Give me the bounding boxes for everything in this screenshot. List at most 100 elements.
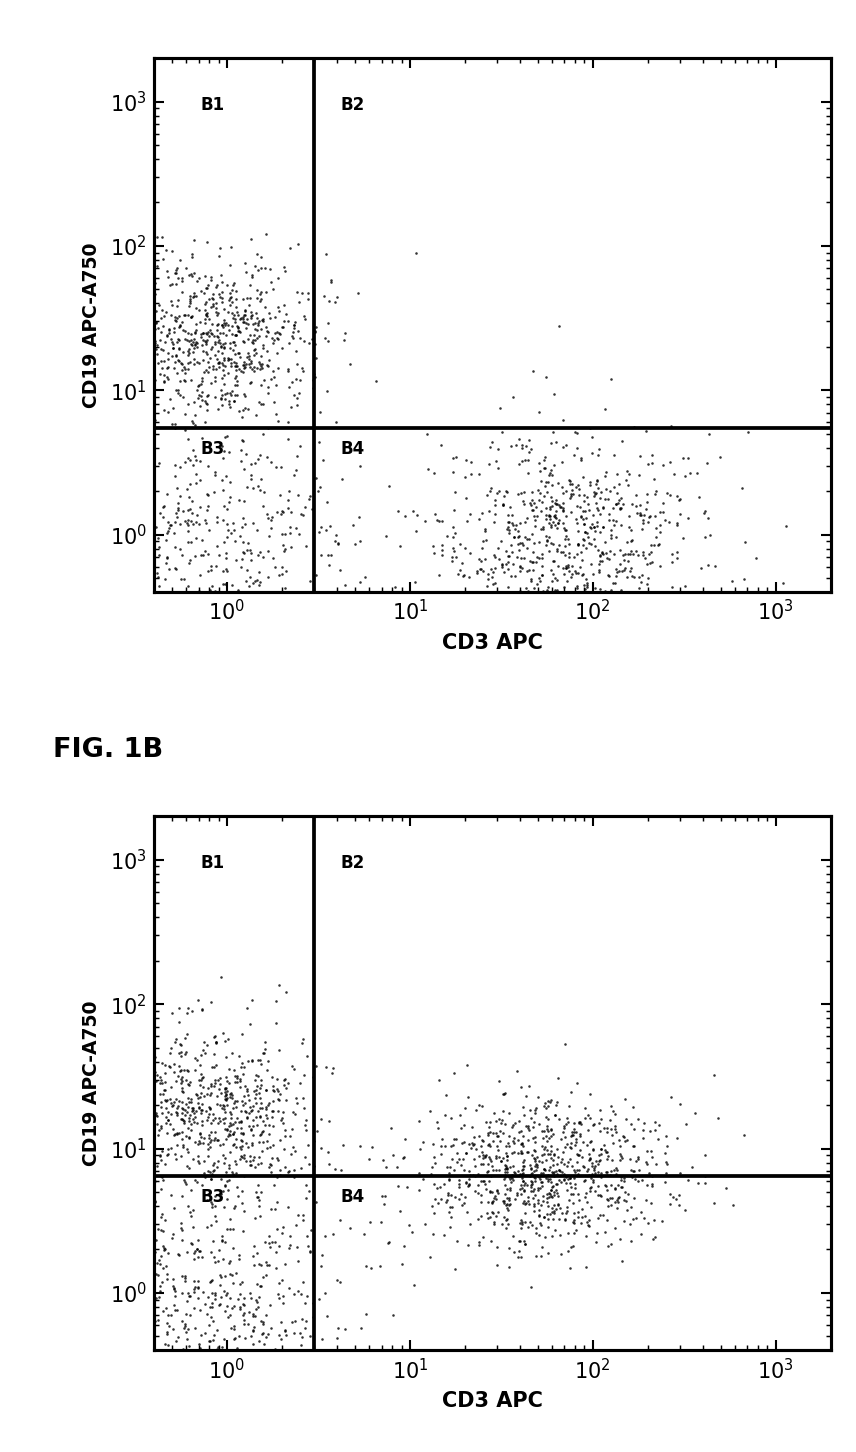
Point xyxy=(571,533,585,556)
Point xyxy=(253,392,267,415)
Point xyxy=(232,1324,246,1347)
Point xyxy=(288,314,301,337)
Point xyxy=(642,542,656,565)
Point xyxy=(286,327,300,350)
Point xyxy=(204,1128,217,1151)
Point xyxy=(591,437,605,460)
Point xyxy=(235,1089,249,1112)
Point xyxy=(306,1305,319,1329)
Point xyxy=(447,498,461,521)
Point xyxy=(299,1114,312,1137)
Point xyxy=(227,1133,241,1156)
Point xyxy=(179,1069,193,1092)
Point xyxy=(185,245,199,269)
Point xyxy=(550,1192,564,1215)
Point xyxy=(199,330,212,353)
Point xyxy=(603,1109,616,1133)
Point xyxy=(551,511,565,534)
Point xyxy=(154,1117,168,1140)
Point xyxy=(191,1092,205,1115)
Point xyxy=(581,1157,595,1180)
Point xyxy=(149,1104,163,1127)
Point xyxy=(598,1138,612,1162)
Point xyxy=(547,1143,561,1166)
Point xyxy=(164,1090,178,1114)
Point xyxy=(574,504,587,527)
Point xyxy=(164,1037,178,1060)
Point xyxy=(196,328,210,351)
Point xyxy=(559,1172,573,1195)
Point xyxy=(294,1031,308,1054)
Point xyxy=(258,1037,271,1060)
Point xyxy=(246,476,259,499)
Point xyxy=(440,524,454,547)
Point xyxy=(555,1160,568,1183)
Point xyxy=(487,511,501,534)
Point xyxy=(196,322,210,346)
Point xyxy=(238,396,252,420)
Point xyxy=(441,1183,455,1207)
Point xyxy=(272,1272,286,1295)
Point xyxy=(513,531,526,555)
Point xyxy=(253,1275,266,1298)
Point xyxy=(266,1134,280,1157)
Point xyxy=(499,479,513,502)
Point xyxy=(247,338,261,362)
Point xyxy=(187,444,201,468)
Point xyxy=(643,552,657,575)
Point xyxy=(193,1239,206,1262)
X-axis label: CD3 APC: CD3 APC xyxy=(442,633,543,653)
Point xyxy=(221,1188,235,1211)
Point xyxy=(558,1208,572,1231)
Point xyxy=(571,562,585,585)
Point xyxy=(547,1160,561,1183)
Point xyxy=(253,540,267,563)
Point xyxy=(588,576,602,600)
Point xyxy=(176,1080,190,1104)
Point xyxy=(628,1207,642,1230)
Point xyxy=(241,476,254,499)
Point xyxy=(253,1076,267,1099)
Point xyxy=(174,1106,187,1130)
Point xyxy=(675,447,689,470)
Point xyxy=(633,571,647,594)
Point xyxy=(251,318,265,341)
Point xyxy=(214,1186,228,1210)
Point xyxy=(265,1074,279,1098)
Point xyxy=(409,242,423,266)
Point xyxy=(324,543,338,566)
Point xyxy=(223,1072,236,1095)
Point xyxy=(170,1101,184,1124)
Point xyxy=(639,498,652,521)
Point xyxy=(154,1218,168,1241)
Point xyxy=(468,1165,482,1188)
Point xyxy=(203,1130,217,1153)
Point xyxy=(259,1250,273,1273)
Point xyxy=(177,1316,191,1339)
Point xyxy=(229,311,242,334)
Point xyxy=(158,1079,172,1102)
Point xyxy=(515,1133,529,1156)
Point xyxy=(330,1327,343,1350)
Point xyxy=(609,1189,623,1212)
Point xyxy=(194,1324,208,1347)
Point xyxy=(173,1121,187,1144)
Point xyxy=(191,1286,205,1310)
Point xyxy=(176,1098,190,1121)
Point xyxy=(225,1086,239,1109)
Point xyxy=(244,1099,258,1122)
Point xyxy=(460,1172,473,1195)
Point xyxy=(229,373,242,396)
Point xyxy=(229,1262,242,1285)
Point xyxy=(259,1326,272,1349)
Point xyxy=(496,494,509,517)
Point xyxy=(163,1088,176,1111)
Point xyxy=(283,1124,297,1147)
Point xyxy=(286,1135,300,1159)
Point xyxy=(277,309,291,333)
Point xyxy=(178,1266,192,1289)
Point xyxy=(220,380,234,404)
Point xyxy=(239,569,253,592)
Point xyxy=(208,331,222,354)
Point xyxy=(228,1064,241,1088)
